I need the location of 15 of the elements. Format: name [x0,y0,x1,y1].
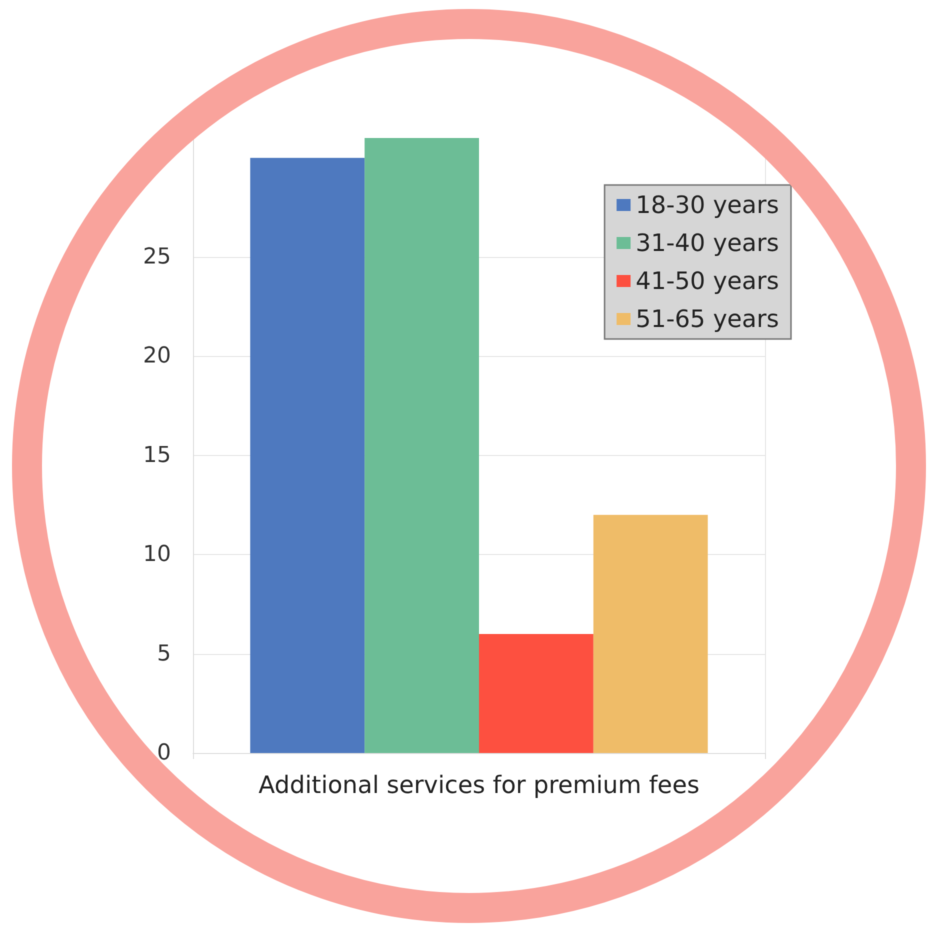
legend-label: 31-40 years [636,229,780,257]
legend-label: 51-65 years [636,305,780,333]
legend-label: 18-30 years [636,191,780,219]
bar [364,138,479,753]
y-tick-label: 25 [143,244,171,270]
bar [593,514,708,753]
bar [479,634,594,753]
y-tick-label: 15 [143,442,171,468]
y-tick-label: 5 [157,641,171,666]
y-tick-label: 0 [157,740,171,766]
x-tick-label: Additional services for premium fees [258,771,700,799]
bar [250,158,365,753]
y-tick-label: 10 [143,542,171,568]
legend-label: 41-50 years [636,267,780,295]
y-tick-label: 20 [143,344,171,369]
